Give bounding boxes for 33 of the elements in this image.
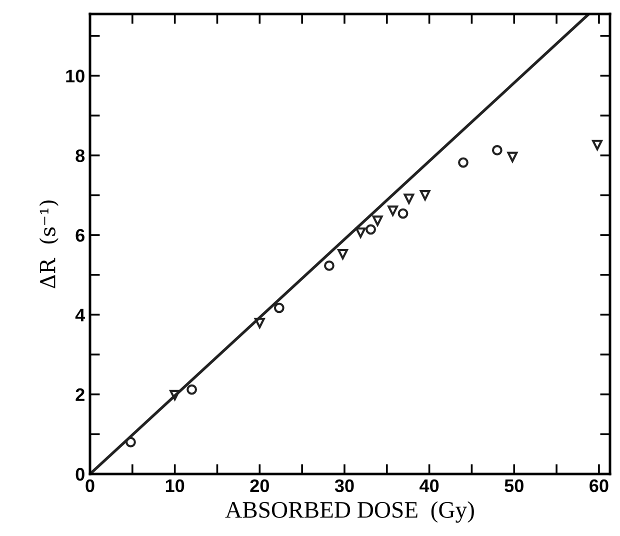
point	[507, 152, 518, 162]
y-tick-label: 10	[66, 70, 84, 82]
point	[404, 194, 414, 204]
point	[398, 208, 408, 219]
point	[458, 157, 468, 168]
x-tick-label: 60	[590, 479, 608, 492]
y-axis-title: ΔR (s⁻¹)	[39, 200, 58, 288]
point	[372, 215, 383, 226]
x-tick-label: 20	[250, 479, 269, 492]
y-tick-label: 0	[76, 468, 84, 481]
point	[186, 384, 198, 395]
point	[492, 144, 502, 156]
point	[355, 227, 366, 238]
point	[388, 206, 398, 216]
y-tick-label: 6	[76, 228, 84, 242]
y-tick-label: 4	[75, 308, 86, 322]
point	[592, 140, 602, 150]
point	[126, 436, 136, 448]
y-tick-label: 8	[76, 149, 85, 162]
point	[274, 302, 284, 314]
x-tick-label: 10	[166, 479, 184, 492]
x-tick-label: 0	[86, 479, 94, 492]
point	[254, 318, 265, 328]
point	[420, 190, 430, 200]
point	[324, 260, 334, 271]
point	[366, 224, 376, 235]
x-tick-label: 50	[504, 479, 524, 492]
point	[170, 390, 180, 400]
y-tick-label: 2	[76, 388, 84, 401]
x-tick-label: 40	[420, 479, 439, 492]
point	[338, 248, 348, 260]
x-axis-title: ABSORBED DOSE (Gy)	[225, 501, 474, 523]
x-tick-label: 30	[334, 479, 354, 492]
